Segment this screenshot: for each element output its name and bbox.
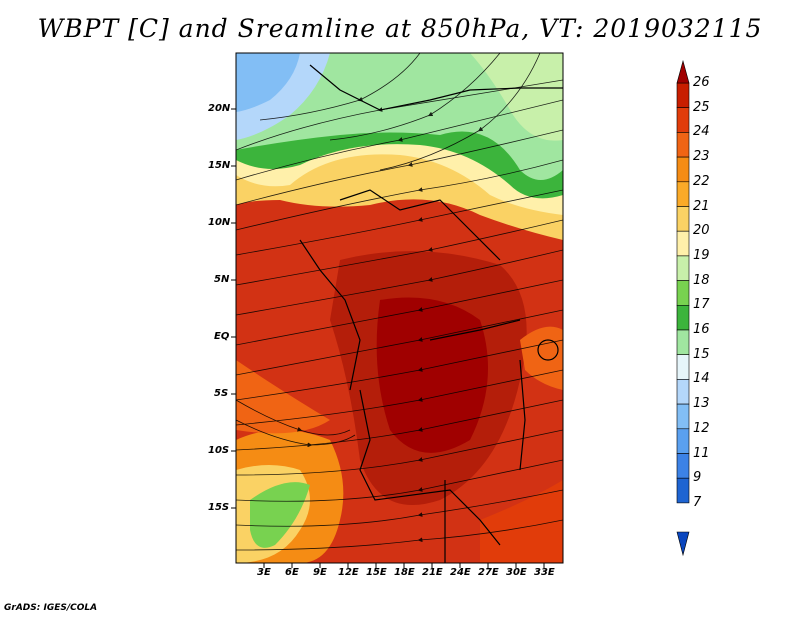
colorbar-label: 23 (693, 149, 710, 165)
lat-label-5n: 5N (214, 274, 230, 285)
colorbar-label: 7 (693, 494, 702, 510)
colorbar-swatch (676, 304, 690, 331)
colorbar-label: 11 (693, 445, 710, 461)
colorbar-label: 25 (693, 99, 710, 115)
lon-label-9e: 9E (313, 567, 327, 578)
lon-label-6e: 6E (285, 567, 299, 578)
lat-label-15s: 15S (208, 502, 230, 513)
colorbar-label: 20 (693, 223, 710, 239)
colorbar-swatch (676, 82, 690, 109)
lat-label-15n: 15N (208, 160, 231, 171)
wbpt-field (236, 53, 563, 563)
colorbar-label: 22 (693, 173, 710, 189)
colorbar-swatch (676, 280, 690, 306)
colorbar-label: 26 (693, 75, 710, 90)
colorbar-swatch (676, 206, 690, 232)
colorbar-label: 15 (693, 346, 710, 362)
colorbar-label: 14 (693, 371, 710, 387)
colorbar-swatch (676, 329, 690, 356)
colorbar-label: 16 (693, 322, 710, 337)
colorbar-label: 13 (693, 396, 710, 412)
colorbar-swatch (676, 132, 690, 158)
colorbar-label: 9 (693, 470, 702, 486)
colorbar-label: 21 (693, 198, 710, 214)
colorbar-swatch (676, 428, 690, 454)
lon-label-15e: 15E (366, 567, 387, 578)
lon-label-3e: 3E (257, 567, 271, 578)
colorbar-swatch (676, 379, 690, 405)
lon-label-12e: 12E (338, 567, 359, 578)
lat-label-10s: 10S (208, 445, 230, 456)
lat-label-20n: 20N (208, 103, 231, 114)
colorbar (676, 59, 690, 557)
colorbar-swatch (676, 156, 690, 183)
lon-label-30e: 30E (506, 567, 527, 578)
lon-label-27e: 27E (478, 567, 499, 578)
colorbar-swatch (676, 354, 690, 380)
colorbar-label: 17 (693, 297, 710, 313)
colorbar-swatch (676, 181, 690, 207)
lon-label-18e: 18E (394, 567, 415, 578)
colorbar-swatch (676, 107, 690, 133)
colorbar-label: 24 (693, 124, 710, 140)
map-title: WBPT [C] and Sreamline at 850hPa, VT: 20… (37, 14, 763, 43)
colorbar-label: 18 (693, 272, 710, 288)
lat-label-eq: EQ (214, 331, 230, 342)
lon-label-33e: 33E (534, 567, 555, 578)
colorbar-swatch (676, 453, 690, 479)
colorbar-label: 19 (693, 247, 710, 263)
colorbar-swatch (676, 403, 690, 430)
map-frame (235, 52, 564, 564)
colorbar-swatch (676, 230, 690, 257)
colorbar-swatch (676, 477, 690, 504)
colorbar-swatch (676, 255, 690, 281)
grads-credit: GrADS: IGES/COLA (4, 603, 98, 613)
lat-label-10n: 10N (208, 217, 231, 228)
colorbar-label: 12 (693, 420, 710, 436)
lon-label-21e: 21E (422, 567, 443, 578)
lat-label-5s: 5S (214, 388, 229, 399)
lon-label-24e: 24E (450, 567, 471, 578)
